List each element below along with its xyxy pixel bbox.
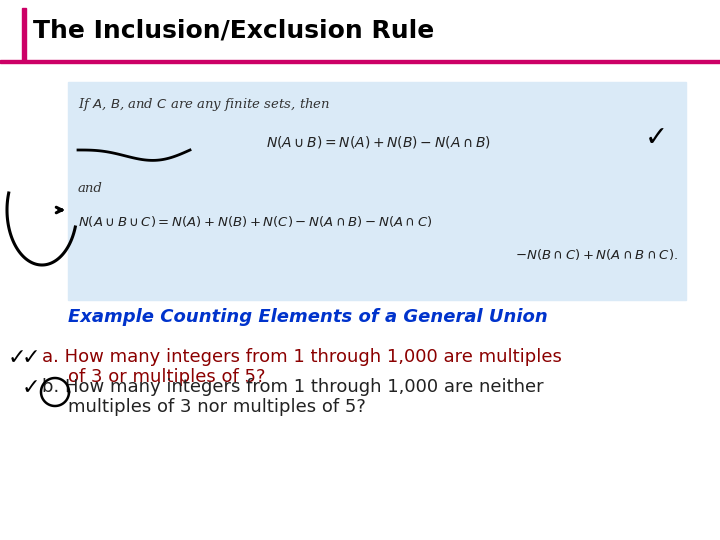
Bar: [0, 60, 720, 63]
Text: of 3 or multiples of 5?: of 3 or multiples of 5?: [68, 368, 266, 386]
Text: multiples of 3 nor multiples of 5?: multiples of 3 nor multiples of 5?: [68, 398, 366, 416]
Text: ✓: ✓: [8, 348, 27, 368]
Text: $N(A \cup B) = N(A) + N(B) - N(A \cap B)$: $N(A \cup B) = N(A) + N(B) - N(A \cap B)…: [266, 134, 490, 150]
Text: The Inclusion/Exclusion Rule: The Inclusion/Exclusion Rule: [33, 19, 434, 43]
Text: ✓: ✓: [22, 378, 40, 398]
Text: $N(A \cup B \cup C) = N(A) + N(B) + N(C) - N(A \cap B) - N(A \cap C)$: $N(A \cup B \cup C) = N(A) + N(B) + N(C)…: [78, 214, 433, 229]
Text: ✓: ✓: [22, 348, 40, 368]
FancyBboxPatch shape: [68, 82, 686, 300]
Text: $-N(B \cap C) + N(A \cap B \cap C).$: $-N(B \cap C) + N(A \cap B \cap C).$: [515, 247, 678, 262]
Bar: [22, 8, 26, 60]
Text: If $A$, $B$, and $C$ are any finite sets, then: If $A$, $B$, and $C$ are any finite sets…: [78, 96, 330, 113]
Text: and: and: [78, 182, 103, 195]
Text: Example Counting Elements of a General Union: Example Counting Elements of a General U…: [68, 308, 548, 326]
Text: b. How many integers from 1 through 1,000 are neither: b. How many integers from 1 through 1,00…: [42, 378, 544, 396]
Text: ✓: ✓: [644, 124, 667, 152]
Text: a. How many integers from 1 through 1,000 are multiples: a. How many integers from 1 through 1,00…: [42, 348, 562, 366]
